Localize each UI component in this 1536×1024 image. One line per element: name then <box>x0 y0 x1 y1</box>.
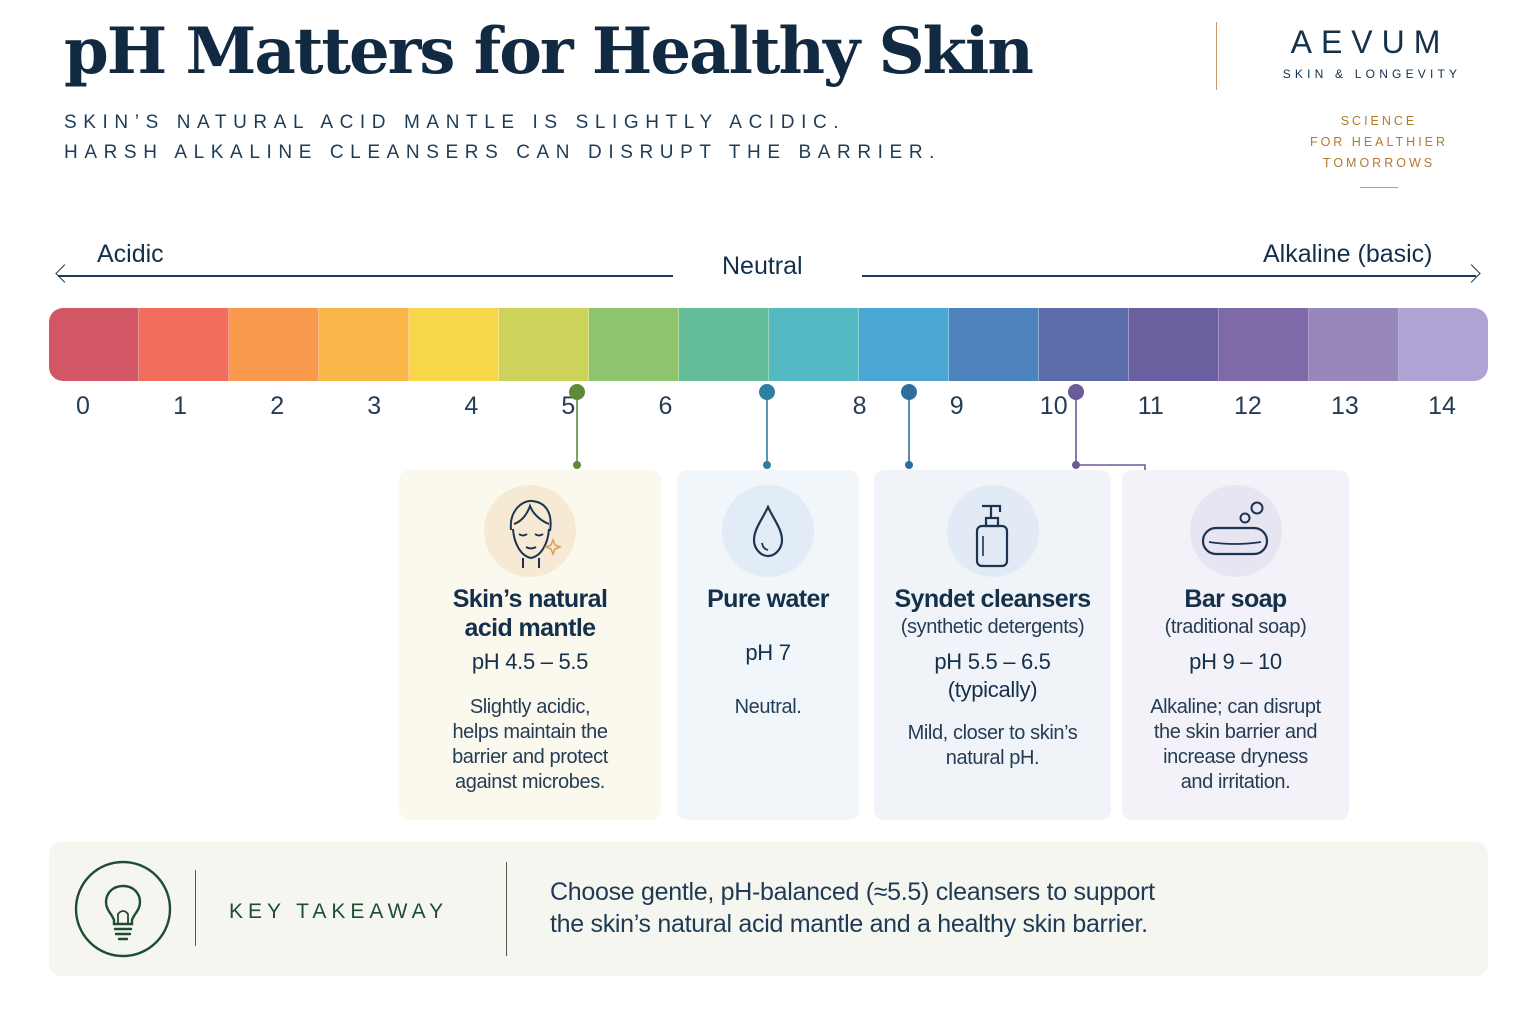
brand-science-line-3: TOMORROWS <box>1322 156 1436 170</box>
takeaway-text: Choose gentle, pH-balanced (≈5.5) cleans… <box>550 876 1450 940</box>
card-pure-water: Pure water pH 7 Neutral. <box>677 470 859 820</box>
card-title: Pure water <box>707 585 829 613</box>
card-desc-line: against microbes. <box>455 771 605 793</box>
acidic-arrow-line <box>58 275 673 277</box>
alkaline-arrow-line <box>862 275 1476 277</box>
card-description: Mild, closer to skin’s natural pH. <box>882 721 1103 771</box>
ph-tick-label: 9 <box>949 392 964 420</box>
brand-divider <box>1216 22 1217 90</box>
ph-segment-13 <box>1219 308 1309 381</box>
ph-tick-label: 14 <box>1428 392 1456 420</box>
brand-name: AEVUM <box>1290 24 1450 60</box>
ph-tick-label: 10 <box>1039 392 1068 420</box>
ph-segment-7 <box>679 308 769 381</box>
ph-segment-10 <box>949 308 1039 381</box>
ph-tick-label: 8 <box>852 392 867 420</box>
card-bar-soap: Bar soap (traditional soap) pH 9 – 10 Al… <box>1122 470 1349 820</box>
ph-segment-3 <box>319 308 409 381</box>
ph-tick-label: 2 <box>270 392 285 420</box>
card-subtitle: (synthetic detergents) <box>900 616 1085 638</box>
ph-segment-0 <box>49 308 139 381</box>
ph-segment-15 <box>1399 308 1488 381</box>
card-desc-line: helps maintain the <box>452 721 608 743</box>
marker-anchor <box>1072 461 1080 469</box>
ph-tick-label: 1 <box>173 392 188 420</box>
card-desc-line: and irritation. <box>1180 771 1291 793</box>
water-drop-icon <box>721 484 815 578</box>
card-ph-line-1: pH 5.5 – 6.5 <box>934 649 1051 674</box>
ph-color-scale <box>49 308 1488 381</box>
arrow-left-icon <box>55 264 74 283</box>
arrow-right-icon <box>1462 264 1481 283</box>
card-subtitle: (traditional soap) <box>1164 616 1307 638</box>
ph-segment-8 <box>769 308 859 381</box>
card-title: Bar soap <box>1184 585 1287 613</box>
ph-tick-label: 13 <box>1331 392 1359 420</box>
brand-science-line-1: SCIENCE <box>1340 114 1418 128</box>
subtitle-line-1: SKIN’S NATURAL ACID MANTLE IS SLIGHTLY A… <box>64 112 846 133</box>
takeaway-divider <box>506 862 507 956</box>
takeaway-label: KEY TAKEAWAY <box>229 900 449 923</box>
ph-tick-label: 5 <box>561 392 576 420</box>
ph-tick-label: 0 <box>76 392 90 420</box>
marker-anchor <box>763 461 771 469</box>
ph-tick-label: 3 <box>367 392 382 420</box>
card-description: Alkaline; can disrupt the skin barrier a… <box>1130 695 1341 795</box>
card-desc-line: Mild, closer to skin’s <box>907 722 1078 744</box>
card-ph-value: pH 9 – 10 <box>1189 649 1282 674</box>
ph-segment-4 <box>409 308 499 381</box>
ph-segment-6 <box>589 308 679 381</box>
ph-tick-label: 4 <box>464 392 479 420</box>
pump-bottle-icon <box>946 484 1040 578</box>
ph-segment-12 <box>1129 308 1219 381</box>
marker-anchor <box>573 461 581 469</box>
card-desc-line: the skin barrier and <box>1153 721 1318 743</box>
card-description: Neutral. <box>734 696 802 718</box>
takeaway-text-line-1: Choose gentle, pH-balanced (≈5.5) cleans… <box>550 878 1155 906</box>
card-desc-line: increase dryness <box>1163 746 1308 768</box>
card-title-line-1: Skin’s natural <box>452 585 608 613</box>
brand-science-line-2: FOR HEALTHIER <box>1309 135 1449 149</box>
marker-anchor <box>905 461 913 469</box>
takeaway-text-line-2: the skin’s natural acid mantle and a hea… <box>550 910 1148 938</box>
card-ph-value: pH 5.5 – 6.5 (typically) <box>874 648 1111 704</box>
ph-tick-label: 6 <box>658 392 673 420</box>
ph-segment-2 <box>229 308 319 381</box>
card-ph-value: pH 4.5 – 5.5 <box>471 649 589 674</box>
page-title: pH Matters for Healthy Skin <box>64 14 1034 89</box>
ph-segment-5 <box>499 308 589 381</box>
card-desc-line: natural pH. <box>945 747 1040 769</box>
card-desc-line: barrier and protect <box>452 746 608 768</box>
card-skin-acid-mantle: Skin’s natural acid mantle pH 4.5 – 5.5 … <box>399 470 661 820</box>
card-ph-line-2: (typically) <box>947 677 1038 702</box>
card-title: Syndet cleansers <box>894 585 1091 613</box>
neutral-label: Neutral <box>722 252 803 280</box>
ph-segment-1 <box>139 308 229 381</box>
card-title-line-2: acid mantle <box>464 614 597 642</box>
ph-segment-14 <box>1309 308 1399 381</box>
soap-bar-icon <box>1189 484 1283 578</box>
card-title: Skin’s natural acid mantle <box>399 585 661 643</box>
subtitle-line-2: HARSH ALKALINE CLEANSERS CAN DISRUPT THE… <box>64 142 942 163</box>
acidic-label: Acidic <box>97 240 164 268</box>
ph-tick-label: 11 <box>1137 392 1164 420</box>
card-ph-value: pH 7 <box>745 640 791 665</box>
card-desc-line: Slightly acidic, <box>469 696 591 718</box>
key-takeaway-panel: KEY TAKEAWAY Choose gentle, pH-balanced … <box>49 842 1488 976</box>
ph-segment-9 <box>859 308 949 381</box>
ph-tick-labels: 0 1 2 3 4 5 6 8 9 10 11 12 13 14 <box>0 392 1536 426</box>
card-desc-line: Alkaline; can disrupt <box>1150 696 1321 718</box>
brand-science-text: SCIENCE FOR HEALTHIER TOMORROWS <box>1279 111 1479 174</box>
alkaline-label: Alkaline (basic) <box>1263 240 1433 268</box>
lightbulb-icon <box>74 860 172 958</box>
face-icon <box>483 484 577 578</box>
ph-tick-label: 12 <box>1233 392 1262 420</box>
ph-segment-11 <box>1039 308 1129 381</box>
brand-underline <box>1360 187 1398 188</box>
takeaway-divider <box>195 870 196 946</box>
card-description: Slightly acidic, helps maintain the barr… <box>407 695 653 795</box>
card-syndet-cleansers: Syndet cleansers (synthetic detergents) … <box>874 470 1111 820</box>
brand-tagline: SKIN & LONGEVITY <box>1282 67 1462 81</box>
